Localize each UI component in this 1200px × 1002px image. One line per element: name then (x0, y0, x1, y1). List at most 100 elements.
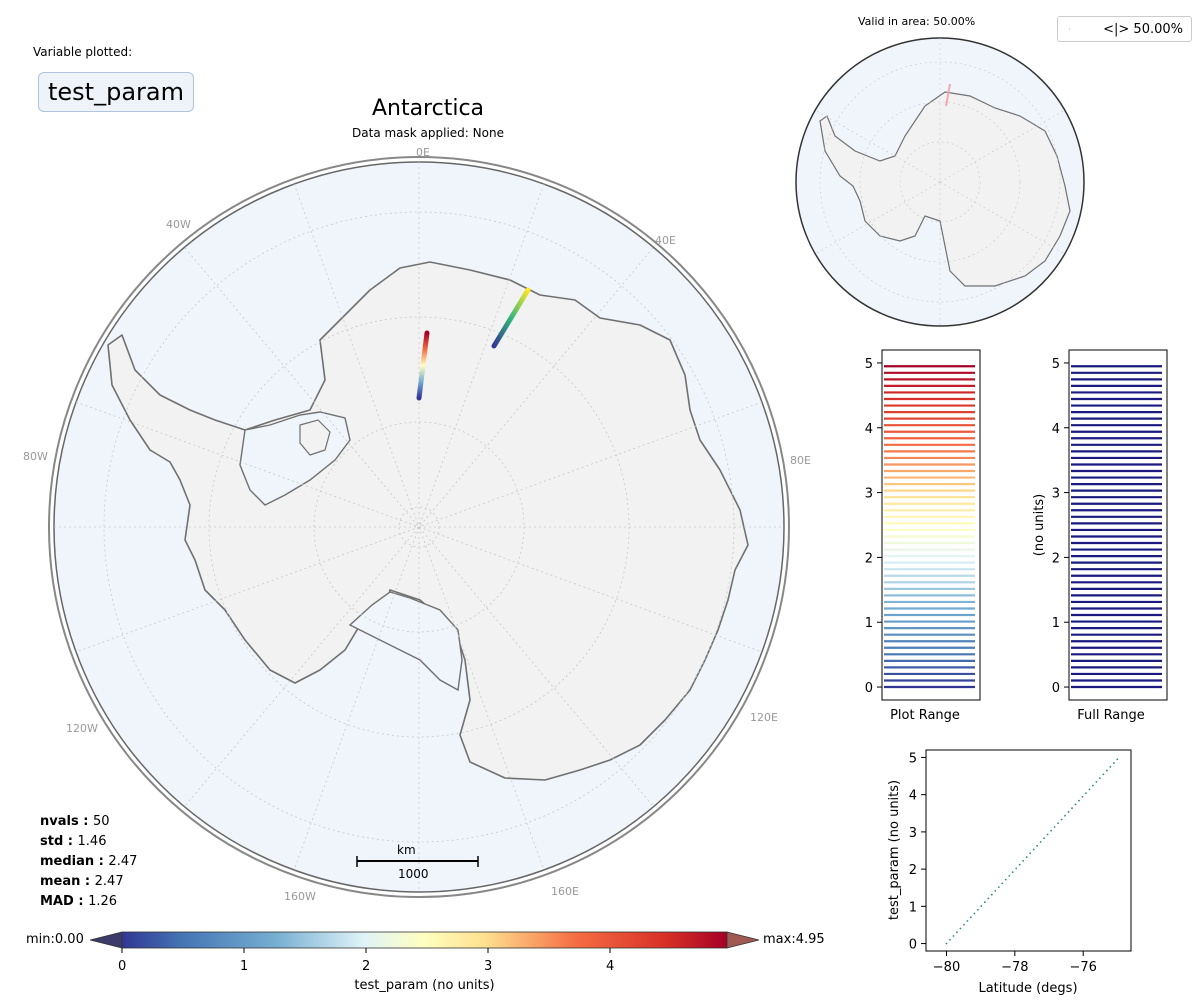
lon-label-80e: 80E (790, 454, 811, 467)
scatter-point (1074, 803, 1077, 806)
y-tick-label: 4 (865, 422, 873, 437)
scatter-point (1078, 799, 1080, 802)
scatter-point (1022, 859, 1025, 862)
y-tick-label: 5 (865, 357, 873, 372)
y-tick-label: 4 (909, 789, 917, 804)
scatter-point (1043, 837, 1046, 840)
colorbar-min-label: min:0.00 (26, 932, 84, 947)
scale-bar (356, 856, 479, 867)
scatter-point (1071, 807, 1073, 810)
scatter-point (1112, 762, 1115, 764)
variable-name-box: test_param (38, 72, 194, 112)
colorbar-label: test_param (no units) (354, 978, 495, 993)
scatter-point (945, 942, 948, 945)
lon-label-80w: 80W (23, 450, 48, 463)
scatter-point (1046, 833, 1049, 836)
scatter-point (1025, 856, 1028, 858)
y-tick-label: 1 (1052, 616, 1060, 631)
x-tick-label: −76 (1069, 960, 1096, 975)
scatter-point (1004, 878, 1007, 881)
full-range-xlabel: Full Range (1077, 708, 1145, 723)
scatter-point (973, 912, 976, 915)
y-tick-label: 5 (1052, 357, 1060, 372)
scatter-point (1015, 867, 1018, 870)
map-title: Antarctica (371, 96, 485, 121)
y-tick-label: 3 (1052, 487, 1060, 502)
y-tick-label: 3 (865, 487, 873, 502)
y-tick-label: 0 (909, 938, 917, 953)
lon-label-160e: 160E (551, 885, 579, 898)
berkner-island (299, 419, 331, 456)
colorbar-gradient (121, 931, 728, 949)
colorbar-min-extend (90, 931, 123, 949)
scatter-point (1008, 874, 1011, 877)
legend-marker: · (1068, 25, 1071, 35)
stat-row: mean : 2.47 (40, 874, 124, 889)
scalebar-unit: km (397, 843, 416, 857)
full-range-ylabel: (no units) (1032, 494, 1047, 556)
plot-range-xlabel: Plot Range (890, 708, 960, 723)
scatter-point (1050, 829, 1052, 832)
scatter-point (956, 931, 958, 934)
scatter-point (1102, 773, 1105, 776)
scatter-point (949, 938, 951, 941)
stats-block: nvals : 50 std : 1.46 median : 2.47 mean… (40, 812, 137, 912)
inset-track (945, 83, 951, 107)
scatter-point (970, 916, 972, 919)
y-tick-label: 2 (1052, 551, 1060, 566)
x-tick-label: −80 (933, 960, 960, 975)
lon-label-160w: 160W (284, 890, 316, 903)
y-tick-label: 0 (1052, 681, 1060, 696)
scatter-point (1095, 780, 1098, 783)
y-tick-label: 2 (865, 551, 873, 566)
y-tick-label: 1 (865, 616, 873, 631)
scatter-point (1081, 796, 1084, 798)
graticule (54, 162, 784, 892)
colorbar (90, 931, 760, 953)
scatter-point (1092, 784, 1094, 787)
scatter-point (1099, 777, 1101, 780)
colorbar-tick: 3 (484, 959, 493, 974)
scatter-point (994, 890, 997, 892)
scatter-point (1039, 841, 1042, 843)
colorbar-max-extend (726, 931, 760, 949)
legend: · <|> 50.00% (1057, 16, 1192, 42)
scatter-point (963, 923, 965, 926)
scatter-point (1116, 758, 1119, 761)
y-tick-label: 4 (1052, 422, 1060, 437)
colorbar-tick: 0 (118, 959, 127, 974)
colorbar-tick: 2 (362, 959, 371, 974)
y-tick-label: 5 (909, 751, 917, 766)
scatter-point (1001, 882, 1004, 885)
legend-text: <|> 50.00% (1103, 21, 1183, 37)
scatter-point (1088, 788, 1091, 791)
x-tick-label: −78 (1001, 960, 1028, 975)
colorbar-max-label: max:4.95 (763, 932, 825, 947)
scalebar-value: 1000 (398, 867, 429, 881)
inset-graticule (814, 38, 1066, 326)
scatter-series (945, 758, 1119, 945)
full-range-bars (1071, 365, 1162, 689)
scatter-point (1032, 848, 1035, 851)
lon-label-40e: 40E (655, 234, 676, 247)
valid-area-text: Valid in area: 50.00% (858, 15, 976, 28)
scatter-point (1053, 826, 1056, 828)
y-tick-label: 1 (909, 900, 917, 915)
scatter-frame (925, 749, 1132, 952)
inset-map (795, 37, 1085, 327)
stat-row: MAD : 1.26 (40, 894, 118, 909)
scatter-point (1067, 811, 1070, 813)
scatter-point (1105, 769, 1108, 772)
scatter-point (1085, 792, 1087, 795)
scatter-point (952, 935, 955, 937)
scatter-point (966, 920, 969, 922)
variable-label: Variable plotted: (33, 45, 133, 59)
lon-label-120w: 120W (66, 722, 98, 735)
plot-range-bars (884, 365, 975, 689)
lon-label-120e: 120E (750, 711, 778, 724)
mask-text: Data mask applied: None (352, 126, 504, 140)
ross-ice-shelf-edge (348, 591, 463, 692)
scatter-xlabel: Latitude (degs) (978, 981, 1077, 996)
y-tick-label: 3 (909, 826, 917, 841)
inset-landmass (819, 91, 1071, 287)
